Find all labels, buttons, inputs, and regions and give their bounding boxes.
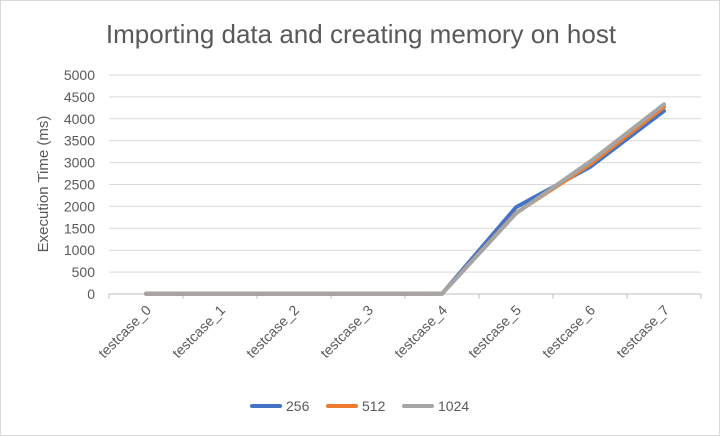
- x-tick-label: testcase_7: [613, 302, 672, 361]
- legend-label-256: 256: [286, 398, 310, 414]
- y-tick-label: 1500: [64, 220, 95, 236]
- x-tick-label: testcase_0: [95, 302, 154, 361]
- legend: 256 512 1024: [250, 398, 469, 414]
- x-tick-label: testcase_5: [465, 302, 524, 361]
- series-line-256: [144, 108, 666, 296]
- x-tick-label: testcase_3: [317, 302, 376, 361]
- y-tick-label: 3500: [64, 133, 95, 149]
- x-tick-label: testcase_6: [539, 302, 598, 361]
- y-tick-label: 2500: [64, 177, 95, 193]
- y-tick-label: 4500: [64, 89, 95, 105]
- y-tick-label: 2000: [64, 198, 95, 214]
- axes: 0 500 1000 1500 2000 2500 3000 3500 4000 4500 5000…: [64, 67, 702, 361]
- y-tick-label: 0: [87, 286, 95, 302]
- legend-label-1024: 1024: [438, 398, 469, 414]
- y-tick-label: 500: [72, 264, 96, 280]
- x-tick-label: testcase_1: [169, 302, 228, 361]
- series-lines: [144, 102, 666, 296]
- x-tick-label: testcase_2: [243, 302, 302, 361]
- y-axis-title: Execution Time (ms): [35, 116, 52, 253]
- y-tick-label: 5000: [64, 67, 95, 83]
- y-tick-label: 1000: [64, 242, 95, 258]
- gridlines: [109, 74, 701, 273]
- y-tick-label: 4000: [64, 111, 95, 127]
- y-tick-label: 3000: [64, 155, 95, 171]
- x-tick-label: testcase_4: [391, 302, 450, 361]
- legend-label-512: 512: [362, 398, 386, 414]
- series-line-1024: [144, 102, 666, 296]
- series-line-512: [144, 105, 666, 296]
- chart-title: Importing data and creating memory on ho…: [106, 19, 617, 49]
